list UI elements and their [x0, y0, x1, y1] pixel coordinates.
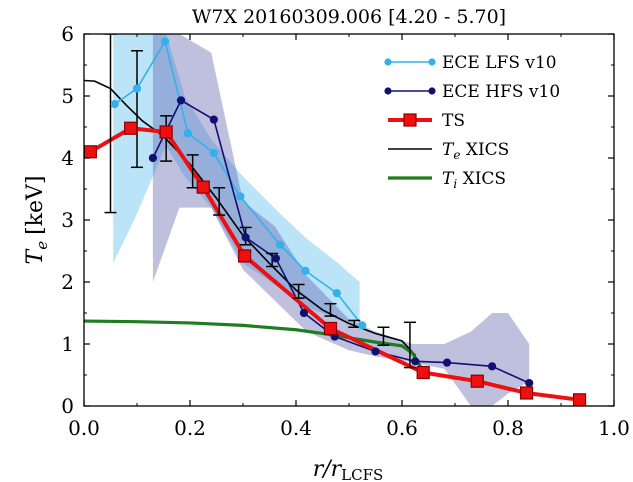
x-axis-label-sub: LCFS: [341, 466, 383, 482]
legend-marker-ece-hfs-v10: [384, 87, 392, 95]
ece-hfs-v10-point: [241, 233, 250, 242]
te-xics-errorbar: [324, 302, 337, 317]
te-xics-errorbar: [348, 319, 361, 329]
te-xics-errorbar: [131, 49, 143, 169]
ts-point: [416, 365, 430, 380]
ts-point: [519, 386, 534, 400]
y-tick-label: 1: [61, 332, 74, 356]
legend-marker-ece-lfs-v10: [384, 58, 392, 66]
legend-item-ece-hfs-v10: ECE HFS v10: [384, 82, 560, 102]
ts-point: [196, 180, 210, 194]
ece-lfs-v10-point: [209, 148, 218, 158]
x-tick-label: 0.6: [386, 416, 418, 440]
legend-label-ts: TS: [442, 111, 465, 131]
x-tick-label: 0.4: [280, 416, 312, 440]
ece-lfs-v10-point: [110, 99, 119, 109]
y-axis-label-sub: e: [33, 241, 51, 250]
ece-lfs-v10-line: [113, 40, 364, 327]
ece-hfs-v10-point: [176, 96, 186, 105]
legend-marker-ece-lfs-v10: [428, 58, 436, 66]
ece-lfs-v10-point: [358, 321, 367, 330]
ece-hfs-v10-point: [442, 358, 452, 367]
ece-lfs-v10-band: [113, 34, 360, 326]
ts-point: [323, 321, 338, 336]
y-axis-label: Te [keV]: [23, 176, 51, 265]
te-xics-errorbar: [213, 187, 226, 216]
ece-hfs-v10-point: [488, 362, 497, 371]
ts-point: [470, 374, 484, 388]
legend: ECE LFS v10 ECE HFS v10 TS Te XICS Ti XICS: [384, 53, 560, 191]
te-xics-errorbar: [292, 283, 305, 299]
y-tick-label: 5: [61, 84, 74, 108]
ts-point: [84, 145, 97, 159]
ece-lfs-v10-point: [301, 266, 310, 275]
legend-item-ts: TS: [388, 111, 465, 131]
te-xics-errorbar: [186, 154, 199, 189]
legend-marker-ece-hfs-v10: [428, 87, 436, 95]
x-axis-label-main: r/r: [313, 457, 343, 482]
y-tick-label: 6: [61, 22, 74, 46]
svg-text:r/rLCFS: r/rLCFS: [313, 457, 384, 482]
ts-line: [88, 126, 582, 402]
y-axis-label-main: T: [23, 247, 48, 264]
ece-lfs-v10-point: [132, 84, 142, 93]
ece-hfs-v10-point: [299, 308, 309, 318]
te-xics-errorbar: [403, 321, 416, 369]
y-tick-label: 3: [61, 208, 74, 232]
legend-label-ece-hfs-v10: ECE HFS v10: [442, 82, 560, 102]
legend-label-t-i-xics: Ti XICS: [442, 169, 506, 191]
x-tick-label: 0.0: [68, 416, 100, 440]
ece-hfs-v10-point: [371, 347, 380, 356]
ece-hfs-v10-point: [411, 357, 420, 366]
legend-item-t-e-xics: Te XICS: [388, 140, 509, 162]
chart-title: W7X 20160309.006 [4.20 - 5.70]: [192, 6, 506, 28]
x-tick-label: 1.0: [598, 416, 630, 440]
ts-point: [124, 121, 138, 135]
ece-hfs-v10-point: [271, 254, 280, 263]
y-tick-label: 4: [61, 146, 74, 170]
y-tick-label: 2: [61, 270, 74, 294]
t-i-xics-line: [84, 319, 425, 373]
te-xics-errorbar: [104, 34, 117, 214]
legend-label-t-e-xics: Te XICS: [442, 140, 509, 162]
te-xics-errorbar: [377, 326, 390, 346]
ts-point: [237, 249, 252, 263]
ece-lfs-v10-point: [332, 289, 341, 298]
y-tick-label: 0: [61, 394, 74, 418]
x-tick-label: 0.2: [174, 416, 206, 440]
ece-hfs-v10-line: [152, 99, 531, 384]
ts-point: [159, 125, 173, 139]
ece-lfs-v10-point: [236, 192, 245, 201]
ece-hfs-v10-point: [148, 153, 157, 163]
x-axis-label: r/rLCFS: [313, 457, 384, 482]
ece-lfs-v10-point: [160, 37, 170, 46]
legend-item-ece-lfs-v10: ECE LFS v10: [384, 53, 557, 73]
y-axis-label-unit: [keV]: [23, 176, 48, 235]
x-tick-label: 0.8: [492, 416, 524, 440]
ts-point: [572, 393, 587, 406]
ece-hfs-v10-point: [209, 115, 218, 124]
legend-label-ece-lfs-v10: ECE LFS v10: [442, 53, 557, 73]
legend-marker-ts: [403, 113, 417, 127]
ece-lfs-v10-point: [276, 240, 285, 249]
legend-item-t-i-xics: Ti XICS: [388, 169, 506, 191]
svg-text:Te[keV]: Te [keV]: [23, 176, 51, 265]
ece-hfs-v10-point: [525, 378, 534, 388]
ece-lfs-v10-point: [183, 129, 192, 138]
